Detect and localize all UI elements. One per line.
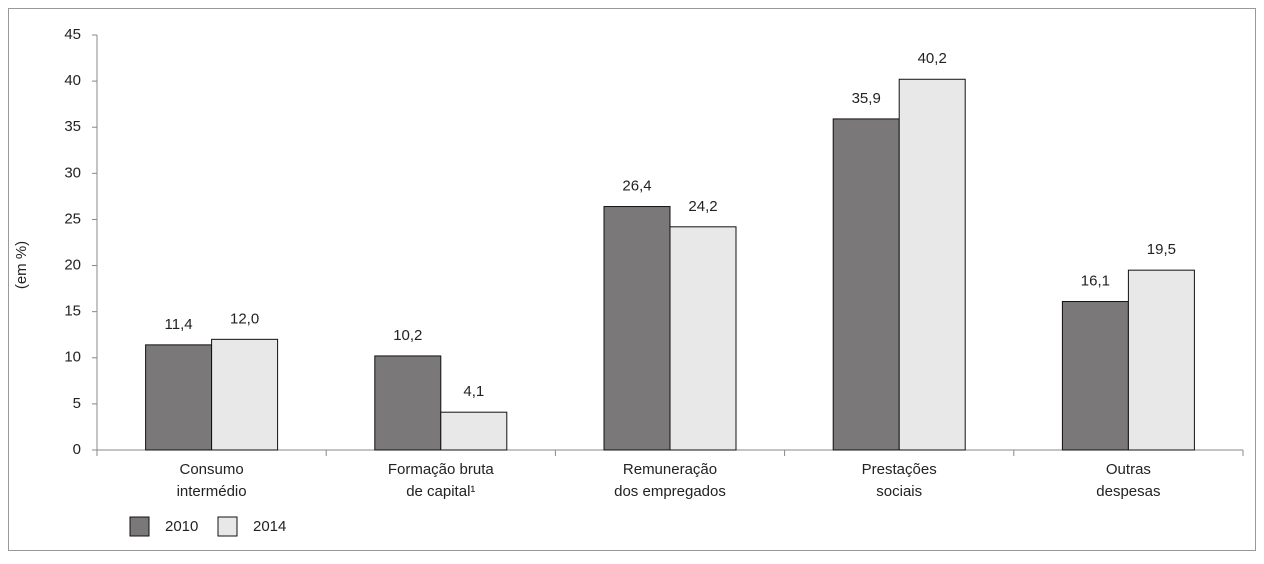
y-tick-label: 5 [73,395,81,412]
x-tick-label: sociais [876,483,922,500]
x-tick-label: Formação bruta [388,461,495,478]
y-tick-label: 10 [64,349,81,366]
legend-label: 2010 [165,518,198,535]
bar [374,355,442,451]
bar [603,206,671,451]
y-tick-label: 0 [73,441,81,458]
y-tick-label: 15 [64,303,81,320]
legend-swatch [129,516,150,537]
y-tick-label: 20 [64,257,81,274]
y-tick-label: 35 [64,118,81,135]
x-tick-label: de capital¹ [406,483,475,500]
value-label: 12,0 [230,310,259,327]
y-tick-label: 45 [64,26,81,43]
x-tick-label: intermédio [177,483,247,500]
value-label: 19,5 [1147,241,1176,258]
y-tick-label: 30 [64,164,81,181]
legend-label: 2014 [253,518,286,535]
bar [211,338,279,451]
value-label: 11,4 [165,316,193,333]
value-label: 40,2 [918,50,947,67]
x-tick-label: Remuneração [623,461,717,478]
bar [832,118,900,451]
value-label: 26,4 [622,178,651,195]
bar [440,411,508,451]
bar [1127,269,1195,451]
bar [669,226,737,451]
legend-swatch [217,516,238,537]
x-tick-label: Prestações [862,461,937,478]
bar [898,78,966,451]
x-tick-label: Outras [1106,461,1151,478]
bar [1061,301,1129,451]
y-axis-label: (em %) [13,241,30,289]
value-label: 35,9 [852,90,881,107]
x-tick-label: despesas [1096,483,1160,500]
x-tick-label: dos empregados [614,483,726,500]
value-label: 10,2 [393,327,422,344]
value-label: 16,1 [1081,272,1110,289]
value-label: 4,1 [463,383,484,400]
bar [145,344,213,451]
y-tick-label: 25 [64,210,81,227]
x-tick-label: Consumo [179,461,243,478]
value-label: 24,2 [688,198,717,215]
y-tick-label: 40 [64,72,81,89]
